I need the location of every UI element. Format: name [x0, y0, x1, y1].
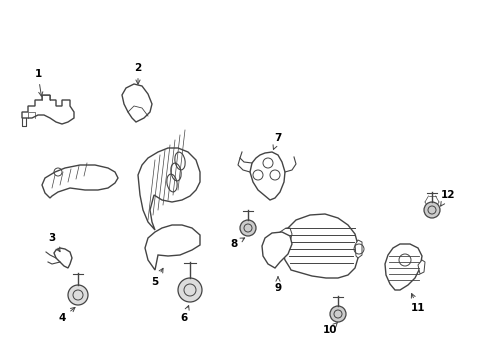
- Polygon shape: [249, 152, 285, 200]
- Polygon shape: [138, 148, 200, 230]
- Text: 2: 2: [134, 63, 142, 84]
- Polygon shape: [282, 214, 357, 278]
- Text: 7: 7: [272, 133, 281, 149]
- Text: 9: 9: [274, 277, 281, 293]
- Text: 1: 1: [34, 69, 43, 96]
- Text: 6: 6: [180, 306, 189, 323]
- Polygon shape: [42, 165, 118, 198]
- Circle shape: [240, 220, 256, 236]
- Polygon shape: [417, 260, 424, 274]
- Circle shape: [178, 278, 202, 302]
- Polygon shape: [384, 244, 421, 290]
- Circle shape: [423, 202, 439, 218]
- Text: 11: 11: [410, 293, 425, 313]
- Polygon shape: [145, 225, 200, 270]
- Polygon shape: [354, 240, 361, 258]
- Text: 10: 10: [322, 322, 337, 335]
- Text: 4: 4: [58, 307, 75, 323]
- Polygon shape: [262, 232, 291, 268]
- Text: 3: 3: [48, 233, 60, 252]
- Circle shape: [329, 306, 346, 322]
- Polygon shape: [278, 228, 291, 248]
- Text: 8: 8: [230, 238, 244, 249]
- Text: 5: 5: [151, 268, 163, 287]
- Polygon shape: [122, 84, 152, 122]
- Polygon shape: [54, 248, 72, 268]
- Text: 12: 12: [440, 190, 454, 206]
- Polygon shape: [22, 95, 74, 124]
- Circle shape: [68, 285, 88, 305]
